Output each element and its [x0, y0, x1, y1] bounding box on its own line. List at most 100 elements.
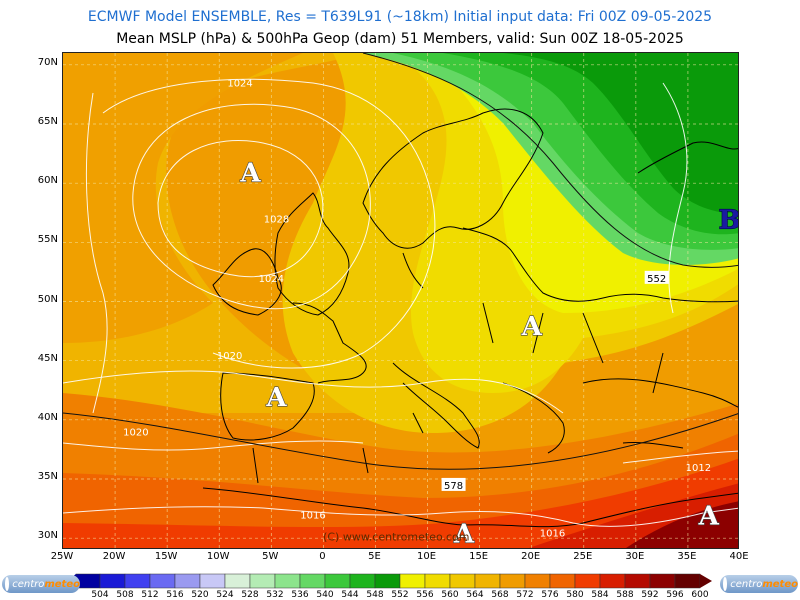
- colorbar-swatch: [474, 573, 501, 589]
- colorbar-swatch: [274, 573, 301, 589]
- latitude-label: 60N: [37, 175, 58, 187]
- high-pressure-marker: A: [698, 502, 720, 532]
- colorbar-value: 532: [266, 590, 284, 600]
- colorbar-value: 544: [341, 590, 359, 600]
- centrometeo-logo-left: centrometeo: [2, 575, 80, 593]
- isobars: [63, 78, 738, 527]
- colorbar-swatch: [549, 573, 576, 589]
- colorbar-arrow-right: [700, 574, 712, 588]
- longitude-label: 30E: [625, 551, 645, 562]
- centrometeo-logo-right: centrometeo: [720, 575, 798, 593]
- longitude-label: 25E: [573, 551, 593, 562]
- colorbar-swatch: [674, 573, 701, 589]
- coastlines: [202, 108, 738, 528]
- colorbar-value: 592: [641, 590, 659, 600]
- watermark-text: (C) www.centrometeo.com: [323, 531, 469, 544]
- low-pressure-marker: B: [719, 206, 739, 236]
- colorbar-swatch: [124, 573, 151, 589]
- colorbar-swatch: [374, 573, 401, 589]
- colorbar: [66, 573, 712, 589]
- colorbar-swatch: [349, 573, 376, 589]
- colorbar-value: 580: [566, 590, 584, 600]
- colorbar-value: 540: [316, 590, 334, 600]
- latitude-label: 50N: [37, 293, 58, 305]
- colorbar-swatch: [249, 573, 276, 589]
- isobar-label: 1020: [123, 428, 148, 439]
- logo-brand-b: meteo: [44, 578, 80, 590]
- logo-brand-a: centro: [730, 578, 763, 590]
- colorbar-value: 520: [191, 590, 209, 600]
- colorbar-swatch: [599, 573, 626, 589]
- longitude-label: 40E: [729, 551, 749, 562]
- model-title: ECMWF Model ENSEMBLE, Res = T639L91 (~18…: [87, 9, 713, 25]
- latitude-label: 30N: [37, 530, 58, 542]
- longitude-label: 10E: [417, 551, 437, 562]
- colorbar-value: 516: [166, 590, 184, 600]
- geopotential-label-box: [441, 477, 466, 491]
- colorbar-value: 548: [366, 590, 384, 600]
- colorbar-swatch: [299, 573, 326, 589]
- map-labels: 1024 1028 1024 1020 1020 1016 1016 1012 552 578 A A…: [123, 79, 739, 549]
- colorbar-swatch: [399, 573, 426, 589]
- colorbar-value: 576: [541, 590, 559, 600]
- geopotential-label: 552: [647, 274, 666, 285]
- longitude-label: 25W: [50, 551, 74, 562]
- high-pressure-marker: A: [521, 312, 543, 342]
- latitude-label: 65N: [37, 116, 58, 127]
- colorbar-swatch: [199, 573, 226, 589]
- isobar-label: 1016: [540, 528, 565, 539]
- longitude-label: 20E: [521, 551, 541, 562]
- geopotential-label: 578: [444, 481, 463, 492]
- colorbar-swatch: [499, 573, 526, 589]
- colorbar-value: 524: [216, 590, 234, 600]
- colorbar-swatch: [524, 573, 551, 589]
- latitude-label: 40N: [37, 411, 58, 423]
- colorbar-value: 508: [116, 590, 134, 600]
- isobar-label: 1012: [686, 463, 711, 474]
- colorbar-swatch: [574, 573, 601, 589]
- colorbar-value: 504: [91, 590, 109, 600]
- colorbar-value: 568: [491, 590, 509, 600]
- sun-icon: [5, 577, 10, 591]
- colorbar-value: 600: [691, 590, 709, 600]
- colorbar-value: 584: [591, 590, 609, 600]
- longitude-label: 20W: [102, 551, 126, 562]
- forecast-map: 1024 1028 1024 1020 1020 1016 1016 1012 552 578 A A…: [62, 52, 739, 549]
- colorbar-swatch: [99, 573, 126, 589]
- isobar-label: 1028: [264, 215, 289, 226]
- colorbar-value: 596: [666, 590, 684, 600]
- colorbar-swatch: [149, 573, 176, 589]
- colorbar-value: 536: [291, 590, 309, 600]
- high-pressure-marker: A: [453, 519, 475, 549]
- band-596: [626, 501, 738, 548]
- isobar-label: 1020: [217, 351, 242, 362]
- high-pressure-marker: A: [265, 383, 287, 413]
- latitude-label: 55N: [37, 234, 58, 246]
- colorbar-value: 552: [391, 590, 409, 600]
- band-536: [503, 53, 738, 214]
- longitude-label: 15E: [469, 551, 489, 562]
- graticule: [63, 53, 738, 548]
- longitude-label: 0: [319, 551, 326, 562]
- colorbar-value: 528: [241, 590, 259, 600]
- map-canvas: 1024 1028 1024 1020 1020 1016 1016 1012 552 578 A A…: [63, 53, 739, 549]
- logo-brand-b: meteo: [762, 578, 798, 590]
- longitude-label: 15W: [154, 551, 178, 562]
- geopotential-contours: [63, 53, 738, 470]
- colorbar-swatch: [174, 573, 201, 589]
- colorbar-swatch: [324, 573, 351, 589]
- latitude-label: 35N: [37, 471, 58, 482]
- isobar-label: 1016: [300, 511, 325, 522]
- geopotential-label-box: [644, 270, 669, 284]
- longitude-label: 35E: [677, 551, 697, 562]
- colorbar-value: 588: [616, 590, 634, 600]
- isobar-label: 1024: [227, 79, 252, 90]
- colorbar-value: 556: [416, 590, 434, 600]
- latitude-label: 70N: [37, 56, 58, 68]
- colorbar-value: 512: [141, 590, 159, 600]
- colorbar-value: 572: [516, 590, 534, 600]
- colorbar-swatch: [624, 573, 651, 589]
- band-atlantic-high: [63, 53, 303, 343]
- colorbar-value: 564: [466, 590, 484, 600]
- isobar-label: 1024: [259, 274, 284, 285]
